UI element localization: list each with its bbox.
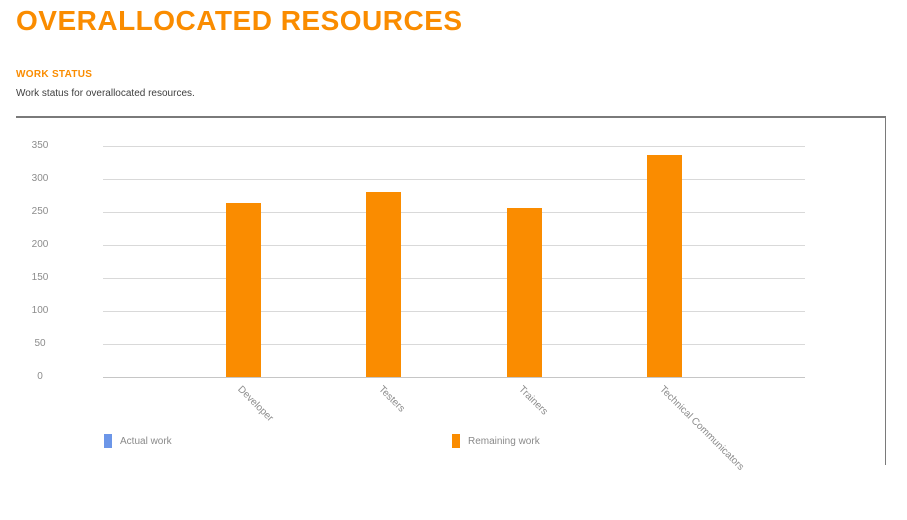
x-axis-label-trainers: Trainers [516,384,550,418]
y-tick-label-300: 300 [31,173,49,184]
y-tick-label-350: 350 [31,140,49,151]
bar-remaining-work-technical-communicators[interactable] [647,155,683,377]
y-tick-label-150: 150 [31,272,49,283]
legend-item-remaining-work[interactable]: Remaining work [452,434,540,448]
work-status-chart-panel[interactable]: Developer Testers Trainers Technical Commun… [16,116,886,473]
bar-remaining-work-developer[interactable] [225,202,261,377]
bar-remaining-work-trainers[interactable] [506,208,542,377]
y-tick-label-250: 250 [31,206,49,217]
gridline-350 [103,146,805,147]
gridline-200 [103,245,805,246]
legend-label-actual-work: Actual work [120,435,172,447]
chart-section-label: WORK STATUS [16,69,93,80]
gridline-300 [103,179,805,180]
page-title: OVERALLOCATED RESOURCES [16,5,463,36]
gridline-250 [103,212,805,213]
gridline-50 [103,344,805,345]
bar-remaining-work-testers[interactable] [366,192,402,377]
chart-section-description: Work status for overallocated resources. [16,88,195,99]
legend-item-actual-work[interactable]: Actual work [104,434,172,448]
legend-label-remaining-work: Remaining work [468,435,540,447]
x-axis-label-technical-communicators: Technical Communicators [656,384,746,473]
legend-swatch-remaining-work [452,434,460,448]
y-tick-label-50: 50 [34,338,46,349]
gridline-150 [103,278,805,279]
y-tick-label-100: 100 [31,305,49,316]
x-axis-label-testers: Testers [376,384,407,415]
gridline-100 [103,311,805,312]
y-tick-label-0: 0 [37,371,43,382]
x-axis-label-developer: Developer [235,384,276,425]
plot-area: Developer Testers Trainers Technical Commun… [103,146,805,473]
gridline-0 [103,377,805,378]
legend-swatch-actual-work [104,434,112,448]
y-tick-label-200: 200 [31,239,49,250]
